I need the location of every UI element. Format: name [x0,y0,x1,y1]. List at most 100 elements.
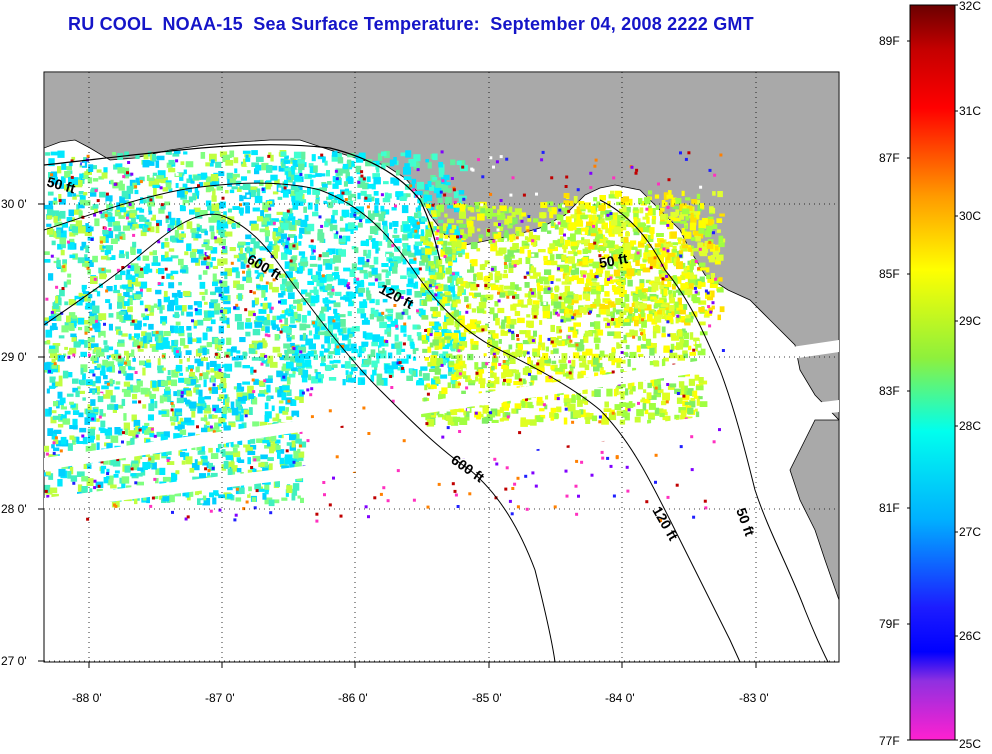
sst-pixel [452,186,456,190]
sst-pixel [223,211,227,218]
sst-pixel [494,278,500,283]
sst-pixel [630,240,637,245]
sst-pixel [687,266,691,271]
sst-pixel [562,516,566,520]
sst-pixel [118,330,123,336]
sst-pixel [180,338,186,346]
sst-pixel [168,300,173,306]
sst-pixel [70,217,76,222]
sst-pixel [44,319,48,326]
sst-pixel [355,165,362,173]
sst-pixel [459,160,465,168]
sst-pixel [704,310,713,316]
sst-pixel [284,454,293,459]
sst-pixel [508,499,512,503]
sst-pixel [483,353,487,357]
sst-pixel [564,264,570,273]
sst-pixel [452,341,458,349]
sst-pixel [214,286,223,293]
sst-pixel [209,509,213,513]
sst-pixel [384,367,389,374]
sst-pixel [187,305,193,310]
sst-pixel [470,263,475,272]
sst-pixel [287,310,294,317]
sst-pixel [493,222,499,227]
sst-pixel [243,444,251,448]
sst-pixel [288,266,295,271]
sst-pixel [354,216,363,220]
sst-pixel [253,506,257,510]
sst-pixel [46,227,53,235]
sst-pixel [371,341,379,347]
sst-pixel [633,231,640,236]
sst-pixel [591,353,599,361]
sst-pixel [66,184,73,188]
sst-pixel [94,366,101,370]
sst-pixel [268,152,272,156]
sst-pixel [576,250,582,255]
sst-pixel [503,401,510,408]
sst-pixel [486,383,494,387]
sst-pixel [284,317,288,325]
sst-pixel [475,376,479,382]
sst-pixel [62,370,69,379]
sst-pixel [667,178,671,182]
sst-pixel [136,256,141,261]
sst-pixel [403,224,411,232]
sst-pixel [551,260,558,266]
sst-pixel [362,331,367,339]
sst-pixel [57,150,65,158]
sst-pixel [227,208,232,213]
sst-pixel [482,297,487,302]
sst-pixel [239,247,243,254]
sst-pixel [248,348,256,354]
sst-pixel [637,242,645,247]
sst-pixel [251,397,258,405]
sst-pixel [65,166,71,170]
sst-pixel [661,285,670,291]
sst-pixel [54,221,63,227]
sst-pixel [357,179,366,188]
sst-pixel [137,270,144,278]
sst-pixel [417,335,423,341]
sst-pixel [186,178,194,183]
sst-pixel [497,209,501,215]
sst-pixel [515,369,519,375]
sst-pixel [297,314,302,322]
sst-pixel [44,259,51,263]
sst-pixel [678,309,686,315]
sst-pixel [179,205,186,212]
sst-pixel [56,259,61,268]
sst-pixel [221,320,228,324]
sst-pixel [124,151,129,157]
sst-pixel [200,256,205,260]
sst-pixel [176,238,184,243]
sst-pixel [131,414,137,422]
sst-pixel [527,237,535,243]
sst-pixel [437,482,441,486]
sst-pixel [683,332,689,340]
sst-pixel [197,301,202,308]
sst-pixel [143,154,149,160]
sst-pixel [166,380,175,386]
sst-pixel [529,275,538,279]
sst-pixel [295,267,300,273]
sst-pixel [234,195,238,199]
sst-pixel [688,283,694,290]
sst-pixel [559,308,568,314]
sst-pixel [626,243,634,250]
sst-pixel [490,267,494,271]
sst-pixel [51,179,59,185]
sst-pixel [623,237,629,243]
sst-pixel [237,243,245,248]
sst-pixel [372,210,380,217]
sst-pixel [361,363,369,368]
sst-pixel [530,360,534,367]
sst-pixel [679,151,682,155]
sst-pixel [262,468,269,472]
sst-pixel [46,339,51,344]
sst-pixel [528,372,531,376]
sst-pixel [494,376,500,385]
sst-pixel [271,286,279,293]
sst-pixel [134,189,139,195]
